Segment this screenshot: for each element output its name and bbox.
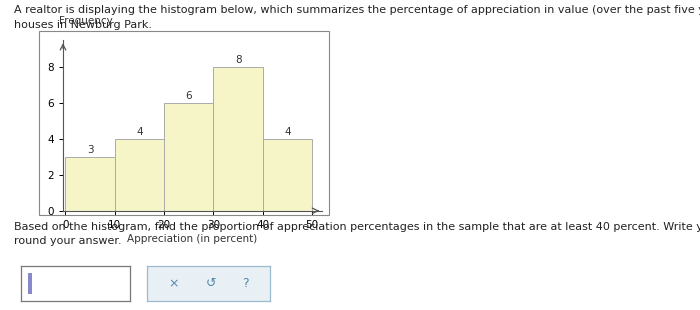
Text: ↺: ↺ — [206, 277, 216, 290]
Bar — [262, 139, 312, 211]
Text: 4: 4 — [284, 127, 290, 137]
X-axis label: Appreciation (in percent): Appreciation (in percent) — [127, 234, 258, 244]
Bar — [66, 157, 115, 211]
Bar — [214, 67, 262, 211]
Text: Frequency: Frequency — [60, 16, 113, 26]
Text: A realtor is displaying the histogram below, which summarizes the percentage of : A realtor is displaying the histogram be… — [14, 5, 700, 15]
Text: ×: × — [169, 277, 179, 290]
Text: 3: 3 — [87, 145, 93, 155]
Text: round your answer.: round your answer. — [14, 236, 122, 246]
Text: ?: ? — [241, 277, 248, 290]
Text: houses in Newburg Park.: houses in Newburg Park. — [14, 20, 152, 30]
Text: 6: 6 — [186, 91, 192, 101]
Bar — [27, 273, 32, 294]
Text: 4: 4 — [136, 127, 143, 137]
Text: 8: 8 — [234, 55, 241, 65]
Text: Based on the histogram, find the proportion of appreciation percentages in the s: Based on the histogram, find the proport… — [14, 222, 700, 232]
Bar — [115, 139, 164, 211]
Bar — [164, 103, 214, 211]
